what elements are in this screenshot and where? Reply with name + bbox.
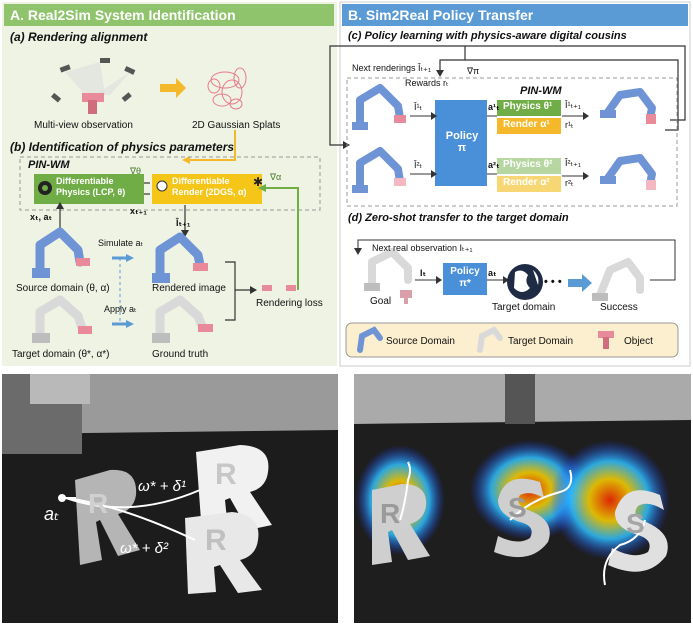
pinwm-label-c: PIN-WM [520, 85, 562, 97]
robot-arm-icon [357, 326, 383, 353]
physics1-block [497, 100, 561, 116]
gaussian-label: 2D Gaussian Splats [192, 120, 281, 131]
robot-arm-icon [152, 232, 208, 283]
grad-pi-label: ∇π [467, 66, 480, 76]
arrow-icon [568, 274, 592, 292]
photo-letter: R [88, 488, 109, 519]
target-domain-d-label: Target domain [492, 302, 556, 313]
diff-render-label: Differentiable Render (2DGS, α) [172, 176, 247, 197]
render1-label: Render α¹ [503, 119, 550, 130]
robot-arm-icon [600, 88, 656, 124]
letter-r-shape [196, 445, 272, 534]
policy-star-block [443, 263, 487, 295]
robot-arm-icon [592, 258, 644, 301]
a1-label: a¹ₜ [488, 102, 500, 112]
out1a-label: Î¹ₜ₊₁ [565, 100, 581, 110]
physics2-block [497, 158, 561, 174]
rendered-image-label: Rendered image [152, 283, 226, 294]
diff-physics-block [34, 174, 144, 204]
robot-arm-icon [364, 248, 412, 304]
section-c-title: (c) Policy learning with physics-aware d… [348, 30, 627, 42]
simulate-label: Simulate aₜ [98, 238, 144, 248]
i1-label: Î¹ₜ [414, 102, 423, 112]
letter-s-shape [494, 478, 550, 558]
render1-block [497, 118, 561, 134]
at-label: aₜ [488, 268, 497, 278]
xt1-label: xₜ₊₁ [130, 206, 147, 216]
physics2-label: Physics θ² [503, 159, 553, 170]
next-real-label: Next real observation Iₜ₊₁ [372, 243, 473, 253]
a2-label: a²ₜ [488, 160, 500, 170]
policy-star-label: Policy π* [450, 266, 480, 289]
camera-icon [51, 58, 136, 103]
source-domain-label: Source domain (θ, α) [16, 283, 110, 294]
robot-arm-icon [600, 154, 656, 190]
next-renderings-label: Next renderings Îₜ₊₁ [352, 63, 431, 73]
goal-label: Goal [370, 296, 392, 307]
robot-arm-icon [152, 295, 213, 343]
t-object-icon [82, 93, 104, 114]
svg-text:✱: ✱ [253, 175, 263, 189]
diff-physics-label: Differentiable Physics (LCP, θ) [56, 176, 126, 197]
robot-arm-icon [32, 227, 90, 278]
xt-at-label: xₜ, aₜ [30, 212, 52, 222]
robot-arm-icon [32, 295, 92, 343]
letter-r-shape [372, 484, 430, 565]
panel-b-header: B. Sim2Real Policy Transfer [342, 4, 688, 26]
ellipsis-label: • • • [544, 276, 562, 288]
render2-label: Render α² [503, 177, 550, 188]
robot-arm-icon [477, 326, 503, 353]
legend-source-label: Source Domain [386, 336, 455, 347]
policy-block [435, 100, 487, 186]
grad-theta-label: ∇θ [130, 166, 142, 176]
success-label: Success [600, 302, 638, 313]
panel-a-header: A. Real2Sim System Identification [4, 4, 334, 26]
physics1-label: Physics θ¹ [503, 101, 553, 112]
letter-r-shape [75, 469, 140, 565]
policy-label: Policy π [445, 130, 479, 154]
photo-letter: R [205, 524, 227, 557]
out1b-label: r¹ₜ [565, 120, 574, 130]
pinwm-box-c [346, 77, 678, 207]
target-domain-label: Target domain (θ*, α*) [12, 349, 110, 360]
t-object-icon [598, 331, 614, 349]
eq1-label: ω* + δ¹ [138, 478, 186, 495]
letter-r-shape [185, 512, 262, 594]
out2a-label: Î²ₜ₊₁ [565, 158, 581, 168]
multiview-label: Multi-view observation [34, 120, 133, 131]
it-label: Iₜ [420, 268, 426, 278]
section-b-title: (b) Identification of physics parameters [10, 140, 235, 154]
it1-label: Îₜ₊₁ [176, 218, 191, 228]
render2-block [497, 176, 561, 192]
arrow-icon [160, 78, 186, 98]
apply-label: Apply aₜ [104, 304, 137, 314]
photo-letter: S [508, 492, 527, 523]
legend-object-label: Object [624, 336, 653, 347]
eq2-label: ω* + δ² [120, 540, 168, 557]
section-a-title: (a) Rendering alignment [10, 30, 148, 44]
rewards-label: Rewards rₜ [405, 78, 449, 88]
out2b-label: r²ₜ [565, 178, 574, 188]
photo-letter: R [380, 498, 401, 529]
legend-box [345, 322, 679, 358]
gaussian-splat-icon [207, 67, 247, 110]
letter-s-shape [608, 490, 668, 572]
grad-alpha-label: ∇α [270, 172, 282, 182]
photo-letter: S [626, 508, 645, 539]
legend-target-label: Target Domain [508, 336, 574, 347]
i2-label: Î²ₜ [414, 160, 423, 170]
robot-arm-icon [352, 147, 406, 193]
robot-arm-icon [352, 84, 406, 130]
diff-render-block [152, 174, 262, 204]
section-d-title: (d) Zero-shot transfer to the target dom… [348, 212, 569, 224]
lightbulb-icon [156, 180, 168, 192]
pinwm-label-a: PIN-WM [28, 159, 70, 171]
photo-letter: R [215, 458, 237, 491]
rendering-loss-label: Rendering loss [256, 298, 323, 309]
pinwm-box-a [19, 156, 321, 211]
ground-truth-label: Ground truth [152, 349, 209, 360]
at-photo-label: aₜ [44, 504, 60, 524]
